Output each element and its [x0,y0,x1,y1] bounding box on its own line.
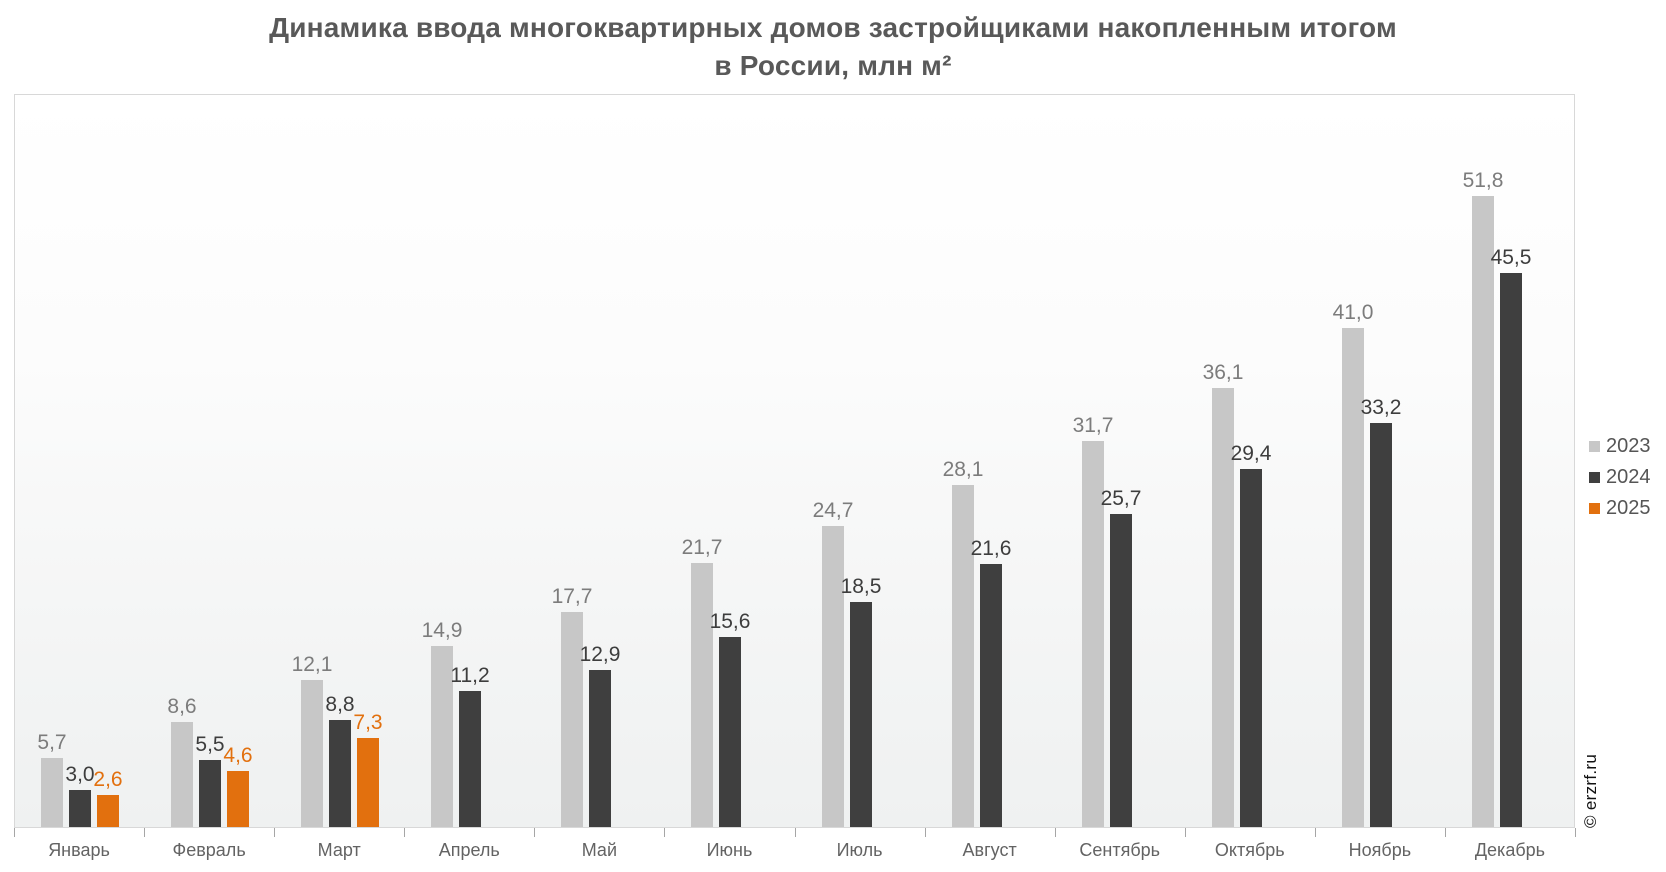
legend-swatch-icon [1589,503,1600,514]
bar-value-label: 17,7 [551,585,593,608]
legend-swatch-icon [1589,441,1600,452]
axis-tick [1185,828,1186,837]
bar-value-label: 21,7 [681,536,723,559]
bar-value-label: 8,8 [325,693,355,716]
chart-title: Динамика ввода многоквартирных домов зас… [269,12,1397,81]
bar-value-label: 51,8 [1462,169,1504,192]
x-axis-label: Август [962,840,1017,860]
bar-value-label: 4,6 [223,744,253,767]
x-axis-label: Ноябрь [1348,840,1412,860]
bar-value-label: 3,0 [65,763,95,786]
axis-tick [404,828,405,837]
x-axis-label: Март [317,840,361,860]
bar-2024 [69,790,91,827]
bar-2023 [822,526,844,827]
bar-value-label: 45,5 [1490,246,1532,269]
x-axis-label: Апрель [438,840,500,860]
bar-2024 [1110,514,1132,827]
bar-2024 [850,602,872,827]
axis-tick [14,828,15,837]
axis-tick [664,828,665,837]
bar-2023 [431,646,453,827]
bar-value-label: 25,7 [1100,487,1142,510]
bar-2024 [589,670,611,827]
bar-value-label: 5,7 [37,731,67,754]
axis-tick [1575,828,1576,837]
x-axis-label: Февраль [172,840,246,860]
x-axis-label: Май [581,840,617,860]
bar-2024 [199,760,221,827]
legend-swatch-icon [1589,472,1600,483]
axis-tick [1055,828,1056,837]
bar-2025 [227,771,249,827]
axis-tick [925,828,926,837]
bar-value-label: 12,1 [291,653,333,676]
x-axis-label: Октябрь [1214,840,1285,860]
bar-value-label: 5,5 [195,733,225,756]
bar-2023 [301,680,323,827]
plot-area: 5,7 3,0 2,6 8,6 5,5 4,6 12,1 8,8 7,3 14,9 11,2 17,7… [14,94,1575,828]
bar-value-label: 36,1 [1202,361,1244,384]
bar-value-label: 28,1 [942,458,984,481]
bar-2023 [1212,388,1234,827]
bar-2024 [459,691,481,827]
bar-2024 [980,564,1002,827]
bar-value-label: 18,5 [840,575,882,598]
x-axis-label: Сентябрь [1079,840,1161,860]
bar-value-label: 33,2 [1360,396,1402,419]
legend-item-2024: 2024 [1589,467,1651,488]
bar-2023 [171,722,193,827]
bar-2023 [1082,441,1104,827]
bar-2023 [952,485,974,827]
bar-value-label: 21,6 [970,537,1012,560]
x-axis-label: Июль [836,840,883,860]
legend-item-2023: 2023 [1589,436,1651,457]
bar-2023 [561,612,583,827]
bar-value-label: 11,2 [450,664,490,687]
bar-2023 [691,563,713,827]
x-axis-label: Июнь [706,840,753,860]
watermark-text: © erzrf.ru [1581,753,1600,828]
bar-2024 [1370,423,1392,827]
bar-2023 [41,758,63,827]
axis-tick [1315,828,1316,837]
bar-value-label: 2,6 [93,768,123,791]
axis-tick [144,828,145,837]
bar-2024 [1240,469,1262,827]
bar-value-label: 8,6 [167,695,197,718]
bar-value-label: 29,4 [1230,442,1272,465]
legend-label: 2023 [1606,435,1651,457]
bar-2025 [357,738,379,827]
bar-2023 [1472,196,1494,827]
legend-label: 2024 [1606,466,1651,488]
bar-value-label: 24,7 [812,499,854,522]
bar-value-label: 14,9 [421,619,463,642]
x-axis-label: Январь [48,840,110,860]
bar-2024 [329,720,351,827]
bar-value-label: 12,9 [579,643,621,666]
legend-label: 2025 [1606,497,1651,519]
axis-tick [1445,828,1446,837]
bar-2024 [719,637,741,827]
axis-tick [534,828,535,837]
axis-tick [795,828,796,837]
bar-2023 [1342,328,1364,827]
bar-value-label: 15,6 [709,610,751,633]
legend-item-2025: 2025 [1589,498,1651,519]
legend: 2023 2024 2025 [1589,436,1651,529]
axis-tick [274,828,275,837]
bar-value-label: 41,0 [1332,301,1374,324]
x-axis-label: Декабрь [1474,840,1546,860]
bar-2025 [97,795,119,827]
bar-2024 [1500,273,1522,827]
bar-value-label: 7,3 [353,711,383,734]
bar-value-label: 31,7 [1072,414,1114,437]
